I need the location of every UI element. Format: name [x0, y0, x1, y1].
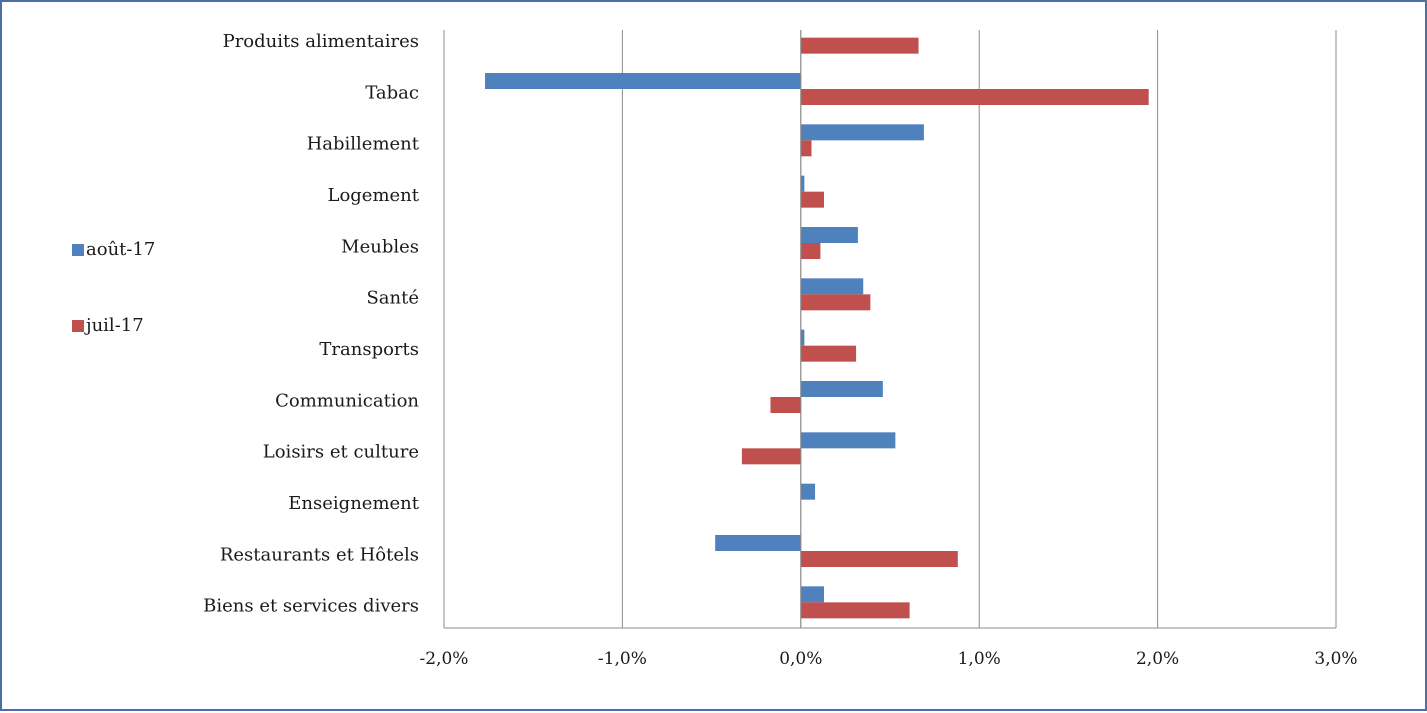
- bar-juil-17: [800, 140, 812, 157]
- x-tick-label: -1,0%: [598, 649, 647, 669]
- bar-aout-17: [800, 124, 924, 141]
- bar-juil-17: [800, 345, 857, 362]
- x-tick-label: 1,0%: [958, 649, 1001, 669]
- x-tick-label: -2,0%: [420, 649, 469, 669]
- bar-juil-17: [800, 294, 871, 311]
- x-tick-label: 2,0%: [1136, 649, 1179, 669]
- category-label: Enseignement: [288, 493, 419, 514]
- bar-aout-17: [715, 535, 801, 551]
- category-label: Transports: [319, 339, 419, 360]
- bar-aout-17: [800, 586, 824, 603]
- bar-aout-17: [800, 381, 883, 397]
- category-label: Meubles: [341, 236, 419, 257]
- bar-aout-17: [800, 329, 805, 346]
- category-label: Habillement: [307, 134, 420, 155]
- bar-aout-17: [800, 227, 858, 243]
- legend: août-17 juil-17: [72, 239, 155, 336]
- category-label: Logement: [327, 185, 419, 206]
- legend-swatch: [72, 244, 84, 256]
- category-label: Communication: [275, 390, 419, 411]
- legend-label: juil-17: [84, 315, 144, 336]
- bar-aout-17: [485, 73, 801, 89]
- legend-item: juil-17: [72, 315, 144, 336]
- bar-juil-17: [770, 397, 801, 413]
- bar-aout-17: [800, 278, 864, 295]
- category-label: Tabac: [365, 82, 419, 103]
- bar-juil-17: [800, 37, 919, 54]
- category-label: Biens et services divers: [203, 596, 419, 617]
- x-tick-label: 3,0%: [1314, 649, 1357, 669]
- bar-aout-17: [800, 483, 816, 500]
- bar-aout-17: [800, 432, 896, 449]
- x-tick-labels: -2,0% -1,0% 0,0% 1,0% 2,0% 3,0%: [420, 649, 1358, 669]
- category-label: Santé: [366, 288, 419, 309]
- category-label: Restaurants et Hôtels: [220, 544, 419, 565]
- bars: [485, 37, 1149, 619]
- legend-item: août-17: [72, 239, 155, 260]
- category-label: Produits alimentaires: [223, 31, 419, 52]
- bar-juil-17: [800, 243, 821, 259]
- bar-juil-17: [741, 448, 801, 465]
- gridlines: [443, 30, 1337, 628]
- bar-aout-17: [800, 175, 805, 192]
- bar-juil-17: [800, 89, 1149, 105]
- category-labels: Produits alimentaires Tabac Habillement Log…: [203, 31, 420, 617]
- axes: [444, 30, 1336, 629]
- bar-juil-17: [800, 191, 824, 208]
- x-tick-label: 0,0%: [779, 649, 822, 669]
- category-label: Loisirs et culture: [263, 442, 419, 463]
- bar-juil-17: [800, 551, 958, 567]
- legend-label: août-17: [86, 239, 155, 260]
- bar-juil-17: [800, 602, 910, 619]
- legend-swatch: [72, 320, 84, 332]
